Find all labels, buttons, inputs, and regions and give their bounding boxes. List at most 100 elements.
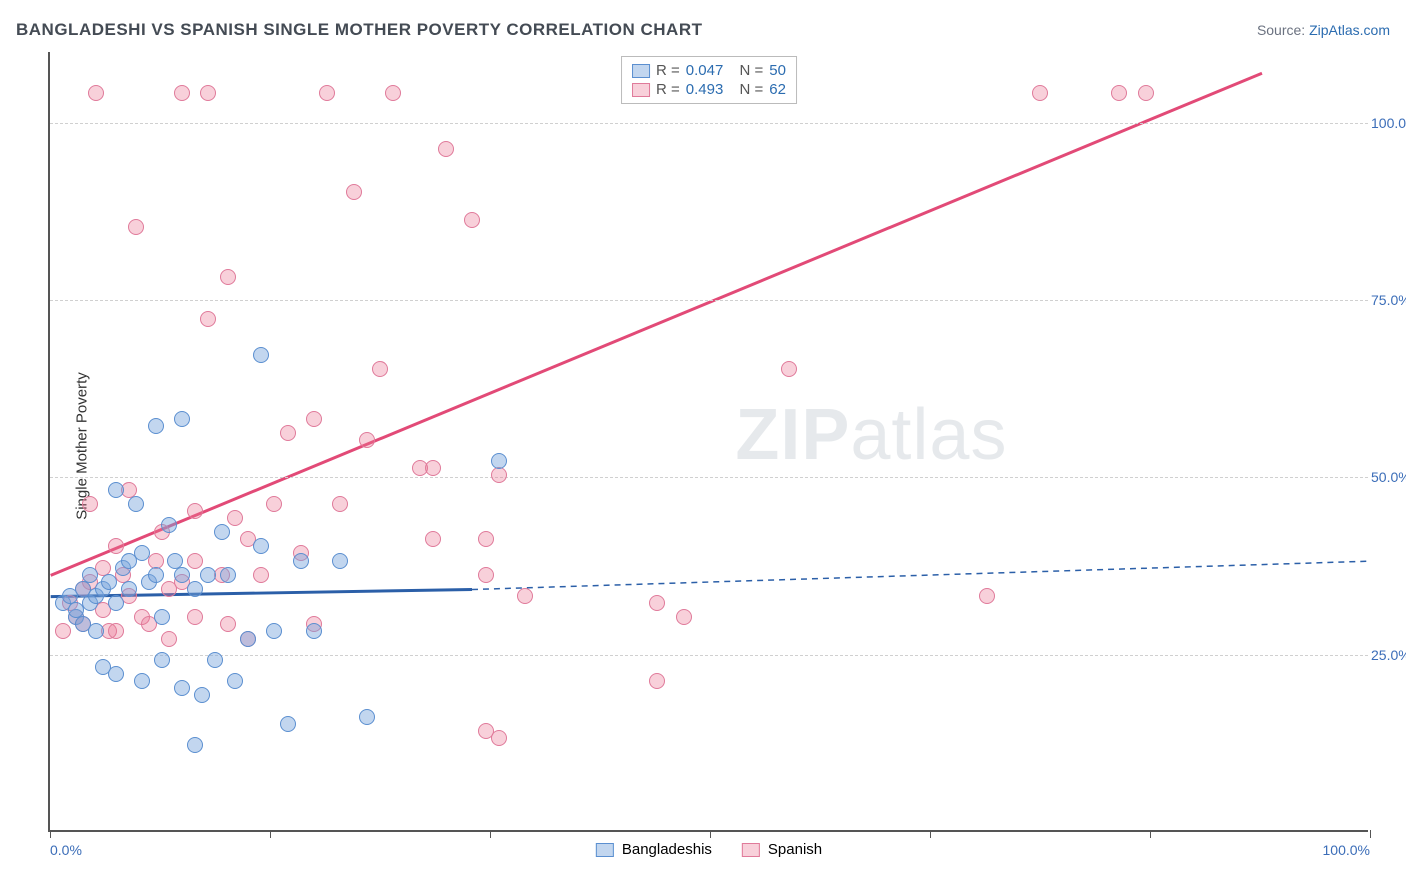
swatch-spanish: [632, 83, 650, 97]
point-bangladeshis: [280, 716, 296, 732]
point-spanish: [128, 219, 144, 235]
legend-item-spanish: Spanish: [742, 841, 822, 858]
point-spanish: [280, 425, 296, 441]
point-spanish: [359, 432, 375, 448]
point-spanish: [220, 269, 236, 285]
point-spanish: [425, 460, 441, 476]
x-tick-mark: [1370, 830, 1371, 838]
point-spanish: [306, 411, 322, 427]
swatch-bangladeshis: [596, 843, 614, 857]
point-bangladeshis: [154, 609, 170, 625]
legend-label-bangladeshis: Bangladeshis: [622, 841, 712, 858]
point-bangladeshis: [332, 553, 348, 569]
point-bangladeshis: [82, 567, 98, 583]
point-spanish: [1138, 85, 1154, 101]
point-bangladeshis: [306, 623, 322, 639]
point-spanish: [979, 588, 995, 604]
n-label: N =: [740, 62, 764, 79]
point-bangladeshis: [154, 652, 170, 668]
point-bangladeshis: [101, 574, 117, 590]
point-bangladeshis: [227, 673, 243, 689]
point-bangladeshis: [220, 567, 236, 583]
scatter-plot-area: ZIPatlas R = 0.047 N = 50 R = 0.493 N = …: [48, 52, 1368, 832]
point-bangladeshis: [108, 595, 124, 611]
point-bangladeshis: [174, 411, 190, 427]
point-bangladeshis: [194, 687, 210, 703]
point-spanish: [478, 531, 494, 547]
point-bangladeshis: [108, 482, 124, 498]
x-tick-mark: [270, 830, 271, 838]
legend-item-bangladeshis: Bangladeshis: [596, 841, 712, 858]
point-spanish: [464, 212, 480, 228]
point-spanish: [319, 85, 335, 101]
source-link[interactable]: ZipAtlas.com: [1309, 22, 1390, 38]
point-spanish: [649, 595, 665, 611]
point-spanish: [108, 538, 124, 554]
point-spanish: [649, 673, 665, 689]
gridline-h: [50, 655, 1368, 656]
x-tick-label: 100.0%: [1323, 842, 1370, 858]
point-spanish: [781, 361, 797, 377]
series-legend: Bangladeshis Spanish: [596, 841, 822, 858]
point-spanish: [478, 567, 494, 583]
point-spanish: [425, 531, 441, 547]
point-spanish: [82, 496, 98, 512]
n-value-spanish: 62: [769, 81, 786, 98]
point-spanish: [491, 467, 507, 483]
point-bangladeshis: [108, 666, 124, 682]
legend-row-bangladeshis: R = 0.047 N = 50: [632, 61, 786, 80]
chart-title: BANGLADESHI VS SPANISH SINGLE MOTHER POV…: [16, 20, 703, 40]
point-bangladeshis: [121, 581, 137, 597]
point-bangladeshis: [187, 737, 203, 753]
point-bangladeshis: [88, 623, 104, 639]
point-bangladeshis: [293, 553, 309, 569]
x-tick-mark: [930, 830, 931, 838]
legend-label-spanish: Spanish: [768, 841, 822, 858]
y-tick-label: 75.0%: [1371, 292, 1406, 308]
point-bangladeshis: [174, 680, 190, 696]
point-spanish: [187, 503, 203, 519]
point-spanish: [200, 311, 216, 327]
point-spanish: [187, 553, 203, 569]
n-value-bangladeshis: 50: [769, 62, 786, 79]
point-bangladeshis: [207, 652, 223, 668]
x-tick-mark: [710, 830, 711, 838]
point-spanish: [187, 609, 203, 625]
x-tick-mark: [50, 830, 51, 838]
point-spanish: [220, 616, 236, 632]
trendline: [51, 73, 1262, 575]
point-spanish: [227, 510, 243, 526]
trendlines-layer: [50, 52, 1368, 830]
point-spanish: [491, 730, 507, 746]
point-spanish: [174, 85, 190, 101]
point-spanish: [676, 609, 692, 625]
point-spanish: [346, 184, 362, 200]
r-label: R =: [656, 62, 680, 79]
point-spanish: [1032, 85, 1048, 101]
n-label: N =: [740, 81, 764, 98]
point-spanish: [332, 496, 348, 512]
r-value-bangladeshis: 0.047: [686, 62, 724, 79]
x-tick-mark: [490, 830, 491, 838]
point-spanish: [517, 588, 533, 604]
gridline-h: [50, 477, 1368, 478]
r-label: R =: [656, 81, 680, 98]
point-spanish: [438, 141, 454, 157]
point-bangladeshis: [161, 517, 177, 533]
correlation-legend: R = 0.047 N = 50 R = 0.493 N = 62: [621, 56, 797, 104]
point-bangladeshis: [148, 418, 164, 434]
point-spanish: [161, 631, 177, 647]
gridline-h: [50, 300, 1368, 301]
swatch-spanish: [742, 843, 760, 857]
point-bangladeshis: [174, 567, 190, 583]
x-tick-label: 0.0%: [50, 842, 82, 858]
point-spanish: [372, 361, 388, 377]
swatch-bangladeshis: [632, 64, 650, 78]
point-spanish: [88, 85, 104, 101]
point-spanish: [55, 623, 71, 639]
point-bangladeshis: [128, 496, 144, 512]
point-bangladeshis: [134, 545, 150, 561]
point-bangladeshis: [491, 453, 507, 469]
y-tick-label: 100.0%: [1371, 115, 1406, 131]
point-spanish: [108, 623, 124, 639]
